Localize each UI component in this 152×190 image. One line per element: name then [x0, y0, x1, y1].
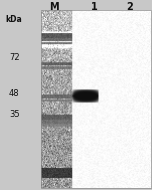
Text: 35: 35	[9, 110, 20, 120]
Text: 2: 2	[127, 2, 133, 12]
Text: 48: 48	[9, 89, 20, 98]
Bar	[41, 10, 151, 188]
Text: 1: 1	[91, 2, 98, 12]
Text: kDa: kDa	[5, 15, 22, 25]
Text: 72: 72	[9, 53, 20, 63]
Text: M: M	[49, 2, 59, 12]
